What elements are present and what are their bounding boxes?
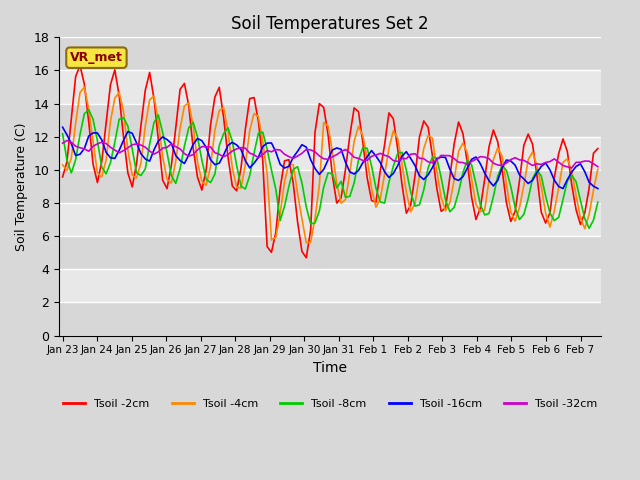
Tsoil -4cm <box>376 196 384 202</box>
Tsoil -16cm <box>59 124 67 130</box>
Bar <box>59 236 601 269</box>
Tsoil -2cm <box>594 145 602 151</box>
Line: Tsoil -8cm: Tsoil -8cm <box>63 110 598 228</box>
Bar <box>59 170 601 203</box>
Tsoil -8cm <box>63 157 71 163</box>
Tsoil -32cm <box>98 139 106 145</box>
Tsoil -32cm <box>63 138 71 144</box>
Tsoil -4cm <box>63 168 71 173</box>
Tsoil -2cm <box>59 174 67 180</box>
Tsoil -4cm <box>594 167 602 172</box>
Tsoil -8cm <box>98 164 106 170</box>
Tsoil -32cm <box>298 150 306 156</box>
Tsoil -32cm <box>372 152 380 158</box>
Tsoil -2cm <box>163 186 171 192</box>
Tsoil -8cm <box>585 226 593 231</box>
Tsoil -8cm <box>163 150 171 156</box>
Tsoil -2cm <box>298 249 306 254</box>
Line: Tsoil -4cm: Tsoil -4cm <box>63 87 598 243</box>
Tsoil -2cm <box>63 159 71 165</box>
Tsoil -32cm <box>163 144 171 150</box>
Tsoil -2cm <box>303 255 310 261</box>
Tsoil -16cm <box>594 186 602 192</box>
Tsoil -2cm <box>76 62 84 68</box>
Tsoil -32cm <box>568 165 575 171</box>
Tsoil -16cm <box>216 160 223 166</box>
Tsoil -32cm <box>594 164 602 169</box>
Bar <box>59 302 601 336</box>
Tsoil -16cm <box>159 134 166 140</box>
Tsoil -4cm <box>298 216 306 222</box>
Tsoil -8cm <box>220 131 227 137</box>
Line: Tsoil -32cm: Tsoil -32cm <box>63 141 598 168</box>
Y-axis label: Soil Temperature (C): Soil Temperature (C) <box>15 122 28 251</box>
Tsoil -32cm <box>59 140 67 146</box>
Bar <box>59 104 601 137</box>
Tsoil -2cm <box>98 158 106 164</box>
Tsoil -2cm <box>220 114 227 120</box>
Tsoil -16cm <box>294 148 301 154</box>
Tsoil -16cm <box>93 130 101 136</box>
Tsoil -32cm <box>67 139 75 145</box>
Tsoil -4cm <box>59 162 67 168</box>
Tsoil -32cm <box>220 154 227 159</box>
Tsoil -2cm <box>376 168 384 174</box>
Title: Soil Temperatures Set 2: Soil Temperatures Set 2 <box>232 15 429 33</box>
Legend: Tsoil -2cm, Tsoil -4cm, Tsoil -8cm, Tsoil -16cm, Tsoil -32cm: Tsoil -2cm, Tsoil -4cm, Tsoil -8cm, Tsoi… <box>58 395 602 414</box>
X-axis label: Time: Time <box>313 361 348 375</box>
Tsoil -16cm <box>368 148 376 154</box>
Tsoil -8cm <box>594 199 602 205</box>
Text: VR_met: VR_met <box>70 51 123 64</box>
Tsoil -16cm <box>63 132 71 138</box>
Tsoil -4cm <box>81 84 88 90</box>
Tsoil -8cm <box>372 185 380 191</box>
Tsoil -8cm <box>85 107 93 113</box>
Bar <box>59 37 601 71</box>
Tsoil -16cm <box>559 186 567 192</box>
Tsoil -4cm <box>303 240 310 246</box>
Line: Tsoil -16cm: Tsoil -16cm <box>63 127 598 189</box>
Tsoil -4cm <box>163 177 171 182</box>
Tsoil -8cm <box>298 180 306 186</box>
Line: Tsoil -2cm: Tsoil -2cm <box>63 65 598 258</box>
Tsoil -4cm <box>220 105 227 110</box>
Tsoil -8cm <box>59 131 67 137</box>
Tsoil -4cm <box>98 174 106 180</box>
